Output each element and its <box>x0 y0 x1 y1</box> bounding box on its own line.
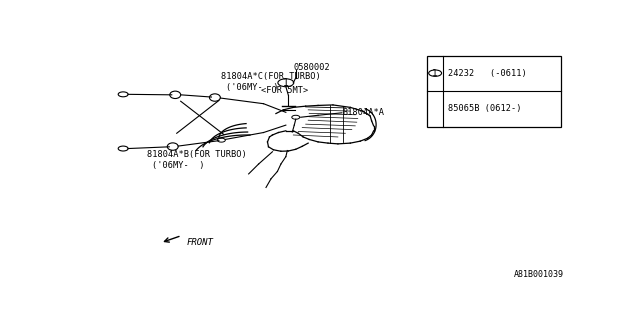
Text: 85065B (0612-): 85065B (0612-) <box>448 104 522 113</box>
Text: 81804A*C(FOR TURBO): 81804A*C(FOR TURBO) <box>221 72 321 81</box>
Text: <FOR 5MT>: <FOR 5MT> <box>261 86 308 95</box>
Text: 0580002: 0580002 <box>293 63 330 72</box>
Text: 1: 1 <box>432 69 438 78</box>
Text: ('06MY-  ): ('06MY- ) <box>152 161 204 170</box>
Text: 81804A*A: 81804A*A <box>343 108 385 117</box>
Bar <box>428 56 561 127</box>
Text: ('06MY-  ): ('06MY- ) <box>227 83 279 92</box>
Text: FRONT: FRONT <box>187 238 214 247</box>
Text: A81B001039: A81B001039 <box>513 270 564 279</box>
Text: 24232   (-0611): 24232 (-0611) <box>448 69 527 78</box>
Text: 81804A*B(FOR TURBO): 81804A*B(FOR TURBO) <box>147 150 246 159</box>
Text: 1: 1 <box>283 78 289 88</box>
